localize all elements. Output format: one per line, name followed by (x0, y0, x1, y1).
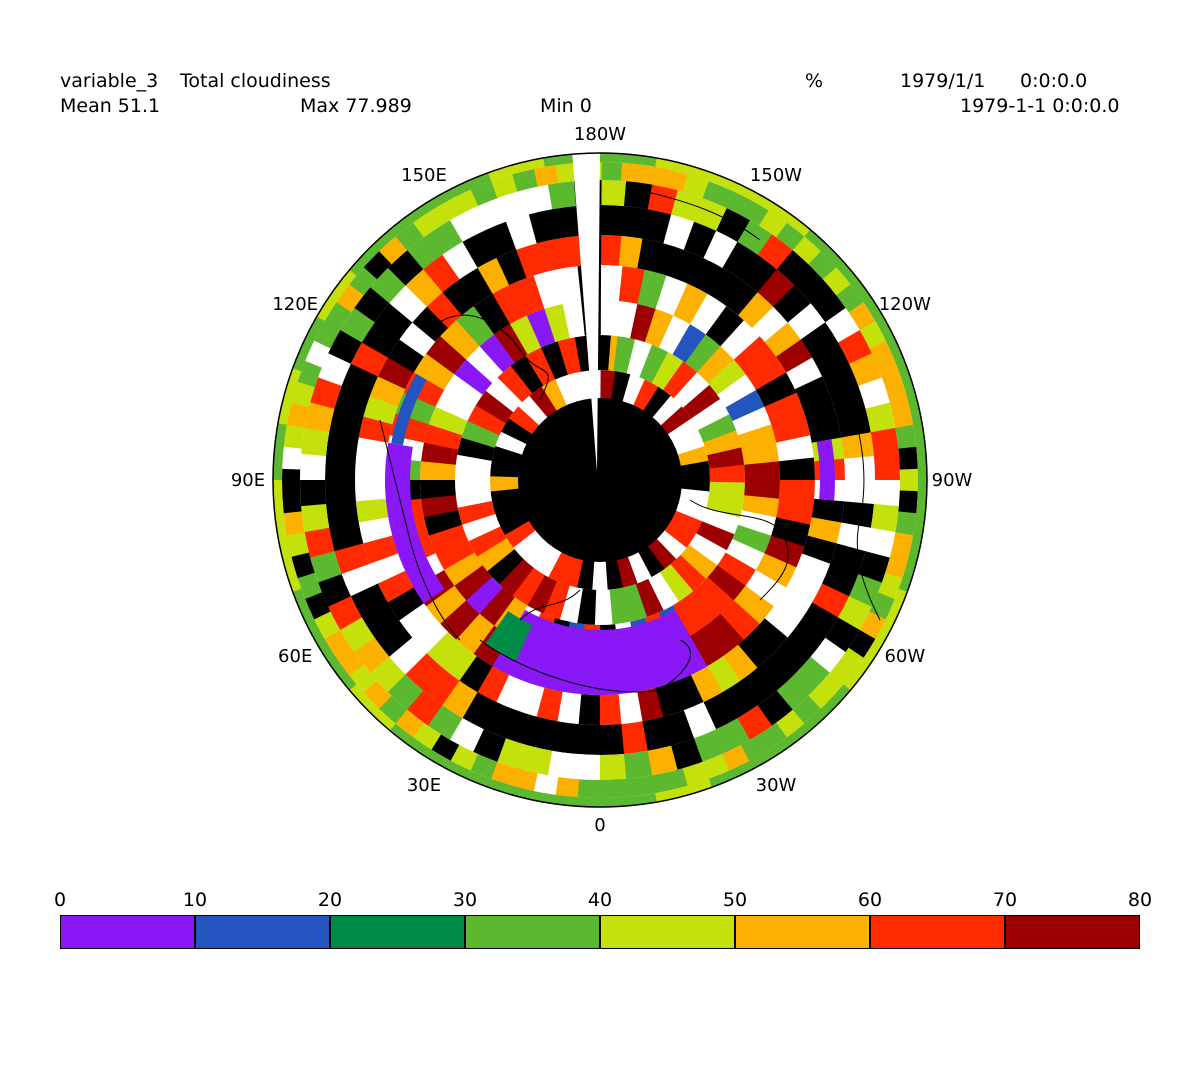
lon-label-30e: 30E (407, 775, 441, 796)
colorbar-swatch (195, 915, 330, 949)
lon-label-60e: 60E (278, 646, 312, 667)
colorbar-swatch (735, 915, 870, 949)
colorbar-swatch (465, 915, 600, 949)
lon-label-90w: 90W (932, 470, 973, 491)
colorbar-swatch (870, 915, 1005, 949)
lon-label-180w: 180W (574, 124, 626, 145)
lon-label-60w: 60W (884, 646, 925, 667)
lon-label-150e: 150E (401, 165, 447, 186)
min-stat: Min 0 (540, 95, 592, 117)
lon-label-30w: 30W (756, 775, 797, 796)
colorbar-swatch (1005, 915, 1140, 949)
lon-label-150w: 150W (750, 165, 802, 186)
cloudiness-field (273, 153, 927, 807)
variable-long-name: Total cloudiness (180, 70, 331, 92)
variable-name: variable_3 (60, 70, 159, 92)
lon-label-120e: 120E (272, 294, 318, 315)
colorbar-swatch (600, 915, 735, 949)
colorbar-tick-label: 0 (53, 889, 67, 911)
datetime-label: 1979-1-1 0:0:0.0 (960, 95, 1120, 117)
colorbar-tick-label: 40 (587, 889, 613, 911)
longitude-labels: 180W 150W 120W 90W 60W 30W 0 30E 60E 90E 120E 150E (231, 124, 973, 836)
colorbar-swatch (60, 915, 195, 949)
mean-stat: Mean 51.1 (60, 95, 161, 117)
time-label: 0:0:0.0 (1020, 70, 1088, 92)
colorbar-tick-label: 30 (452, 889, 478, 911)
lon-label-120w: 120W (879, 294, 931, 315)
colorbar-tick-label: 70 (992, 889, 1018, 911)
units-label: % (805, 70, 824, 92)
lon-label-90e: 90E (231, 470, 265, 491)
map-boundary (272, 152, 928, 808)
colorbar-swatch (330, 915, 465, 949)
max-stat: Max 77.989 (300, 95, 412, 117)
coastlines (379, 189, 881, 693)
date-label: 1979/1/1 (900, 70, 986, 92)
lon-label-0: 0 (594, 815, 605, 836)
colorbar-tick-label: 10 (182, 889, 208, 911)
colorbar-tick-label: 60 (857, 889, 883, 911)
colorbar-tick-label: 50 (722, 889, 748, 911)
colorbar-tick-label: 20 (317, 889, 343, 911)
colorbar-tick-label: 80 (1127, 889, 1153, 911)
